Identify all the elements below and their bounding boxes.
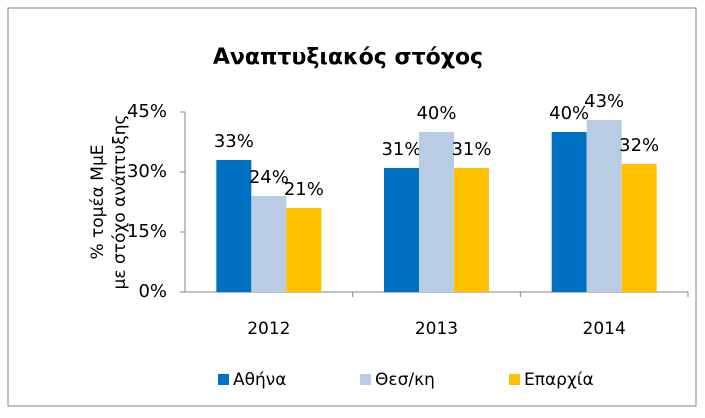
y-tick-label: 15% — [127, 221, 167, 242]
bar — [621, 164, 657, 292]
y-axis-label: με στόχο ανάπτυξης — [110, 115, 130, 290]
value-label: 31% — [451, 139, 491, 160]
bar — [216, 160, 252, 292]
bar — [586, 120, 622, 292]
bar — [454, 168, 489, 292]
value-label: 32% — [619, 135, 659, 156]
bar — [384, 168, 419, 292]
bar — [551, 132, 587, 292]
y-axis-label: % τομέα ΜμΕ — [88, 144, 108, 259]
bar — [286, 208, 322, 292]
value-label: 43% — [584, 91, 624, 112]
value-label: 33% — [214, 131, 254, 152]
bar — [251, 196, 287, 292]
y-tick-label: 0% — [138, 281, 167, 302]
value-label: 24% — [249, 167, 289, 188]
y-tick-label: 45% — [127, 101, 167, 122]
y-tick-label: 30% — [127, 161, 167, 182]
legend-label: Επαρχία — [524, 370, 594, 390]
legend-swatch — [218, 374, 229, 385]
legend-swatch — [360, 374, 371, 385]
value-label: 31% — [381, 139, 421, 160]
value-label: 21% — [284, 179, 324, 200]
legend-label: Αθήνα — [233, 370, 287, 390]
legend-swatch — [509, 374, 520, 385]
x-tick-label: 2014 — [583, 319, 626, 339]
value-label: 40% — [549, 103, 589, 124]
x-tick-label: 2012 — [247, 319, 290, 339]
chart-title: Αναπτυξιακός στόχος — [213, 45, 483, 70]
value-label: 40% — [416, 103, 456, 124]
bar — [419, 132, 454, 292]
legend-label: Θεσ/κη — [375, 370, 435, 390]
x-tick-label: 2013 — [415, 319, 458, 339]
